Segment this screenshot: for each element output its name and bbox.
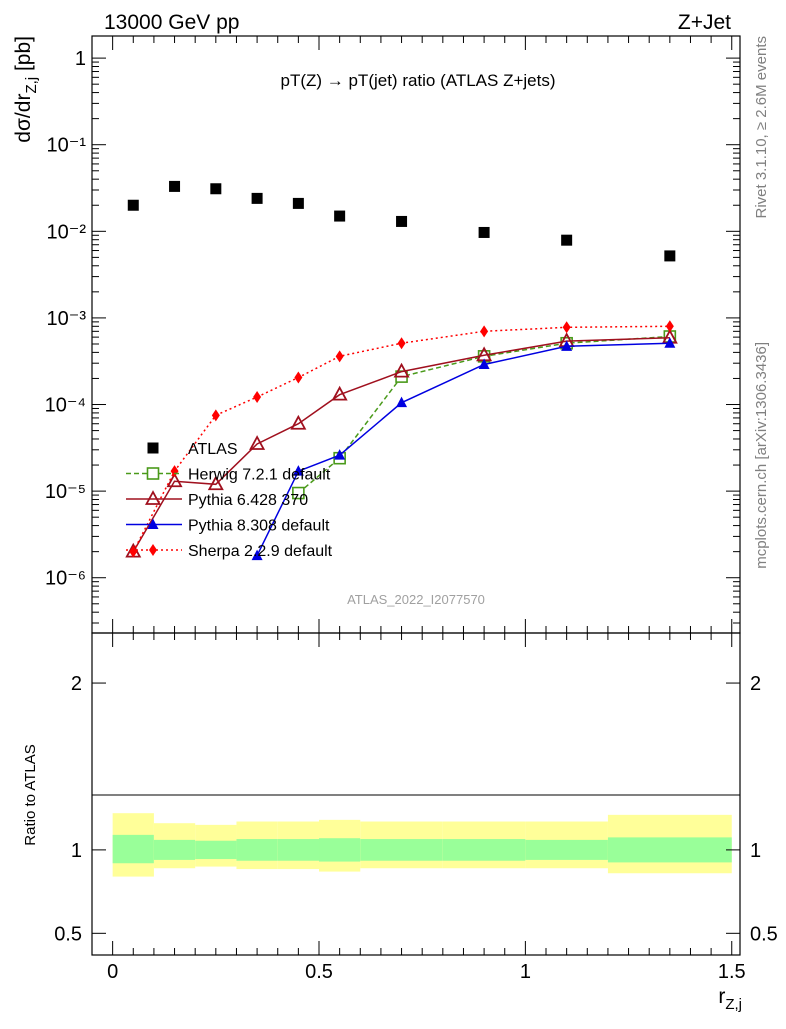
- ratio-y-tick-label: 0.5: [54, 923, 82, 945]
- data-point: [396, 396, 408, 408]
- data-point: [253, 391, 262, 404]
- main-series: [125, 180, 678, 561]
- legend-marker: [147, 518, 159, 529]
- ratio-y-tick-label-right: 0.5: [750, 923, 778, 945]
- ratio-y-tick-label-right: 2: [750, 673, 761, 695]
- data-point: [478, 358, 490, 369]
- legend-entry: Pythia 6.428 370: [126, 490, 308, 509]
- series-sherpa-2-2-9-default: [129, 320, 674, 558]
- series-line: [297, 335, 670, 494]
- data-point: [397, 337, 406, 350]
- legend-label: Pythia 6.428 370: [188, 492, 308, 509]
- data-point: [664, 337, 676, 348]
- y-tick-label: 10⁻⁴: [45, 395, 86, 417]
- data-point: [478, 226, 490, 238]
- data-point: [210, 183, 222, 195]
- ratio-y-tick-label-right: 1: [750, 840, 761, 862]
- data-point: [665, 320, 674, 333]
- rivet-version-label: Rivet 3.1.10, ≥ 2.6M events: [753, 36, 770, 219]
- y-tick-label: 10⁻⁵: [45, 481, 86, 503]
- y-tick-label: 1: [75, 48, 86, 70]
- legend-label: ATLAS: [188, 441, 238, 458]
- data-point: [335, 350, 344, 363]
- inner-band-bin: [112, 834, 154, 864]
- y-tick-label: 10⁻⁶: [45, 568, 86, 590]
- data-point: [331, 385, 348, 401]
- data-point: [127, 199, 139, 211]
- series-line: [132, 337, 670, 553]
- data-point: [292, 486, 305, 500]
- data-point: [561, 234, 573, 246]
- data-point: [294, 371, 303, 384]
- x-tick-label: 0: [107, 961, 118, 983]
- chart-title: pT(Z) → pT(jet) ratio (ATLAS Z+jets): [280, 71, 555, 90]
- mcplots-label: mcplots.cern.ch [arXiv:1306.3436]: [753, 342, 770, 569]
- data-point: [211, 409, 220, 422]
- data-point: [169, 180, 181, 192]
- inner-band-bin: [360, 839, 443, 861]
- data-point: [251, 192, 263, 204]
- y-tick-label: 10⁻¹: [47, 135, 87, 157]
- data-point: [334, 449, 346, 460]
- x-tick-label: 0.5: [305, 961, 333, 983]
- ratio-y-tick-label: 1: [71, 840, 82, 862]
- x-tick-label: 1.5: [718, 961, 746, 983]
- ratio-plot-frame: [91, 632, 741, 956]
- inner-band-bin: [195, 840, 237, 860]
- inner-band-bin: [607, 837, 732, 863]
- main-axis-ticks: 10⁻⁶ 10⁻⁵ 10⁻⁴ 10⁻³ 10⁻² 10⁻¹ 1: [45, 36, 740, 633]
- data-point: [290, 414, 307, 430]
- collision-label: 13000 GeV pp: [104, 11, 239, 34]
- inner-band-bin: [319, 838, 361, 862]
- legend-marker: [146, 467, 160, 480]
- y-tick-label: 10⁻³: [47, 308, 87, 330]
- legend-entry: ATLAS: [147, 441, 238, 458]
- data-point: [249, 435, 266, 450]
- data-point: [292, 197, 304, 209]
- legend-label: Sherpa 2.2.9 default: [188, 543, 333, 560]
- data-point: [664, 250, 676, 262]
- data-point: [166, 472, 183, 488]
- x-tick-label: 1: [520, 961, 531, 983]
- inner-band-bin: [236, 839, 278, 861]
- data-point: [292, 465, 304, 476]
- inner-band-bin: [153, 839, 196, 860]
- data-point: [251, 549, 263, 561]
- legend-entry: Pythia 8.308 default: [126, 518, 330, 535]
- data-point: [334, 210, 346, 222]
- inner-band-bin: [277, 839, 320, 861]
- series-herwig-7-2-1-default: [292, 330, 677, 500]
- series-line: [132, 325, 670, 553]
- legend-label: Herwig 7.2.1 default: [188, 467, 331, 484]
- legend: ATLAS Herwig 7.2.1 default Pythia 6.428 37…: [126, 441, 333, 560]
- data-point: [129, 545, 138, 558]
- data-point: [561, 340, 573, 351]
- main-y-axis-label: dσ/drZ,j [pb]: [12, 36, 40, 143]
- x-axis-label: rZ,j: [718, 985, 742, 1013]
- series-pythia-8-308-default: [251, 337, 676, 561]
- process-label: Z+Jet: [678, 11, 731, 34]
- inner-band-bin: [525, 839, 608, 860]
- legend-entry: Herwig 7.2.1 default: [126, 467, 331, 484]
- ratio-y-tick-label: 2: [71, 673, 82, 695]
- analysis-id-label: ATLAS_2022_I2077570: [347, 592, 485, 607]
- data-point: [480, 325, 489, 338]
- series-atlas: [127, 180, 676, 262]
- legend-marker: [149, 544, 157, 556]
- inner-band-bin: [442, 839, 526, 861]
- legend-marker: [144, 490, 162, 505]
- data-point: [396, 215, 408, 227]
- data-point: [562, 321, 571, 334]
- data-point: [207, 475, 224, 491]
- ratio-axis-ticks: 0.5 0.5 1 1 2 2 0 0.5 1 1.5: [54, 633, 778, 983]
- ratio-y-axis-label: Ratio to ATLAS: [22, 744, 39, 845]
- legend-entry: Sherpa 2.2.9 default: [126, 543, 333, 560]
- legend-marker: [147, 442, 159, 454]
- legend-label: Pythia 8.308 default: [188, 518, 330, 535]
- ratio-uncertainty-bands: [112, 813, 732, 877]
- data-point: [393, 362, 410, 378]
- y-tick-label: 10⁻²: [47, 221, 87, 243]
